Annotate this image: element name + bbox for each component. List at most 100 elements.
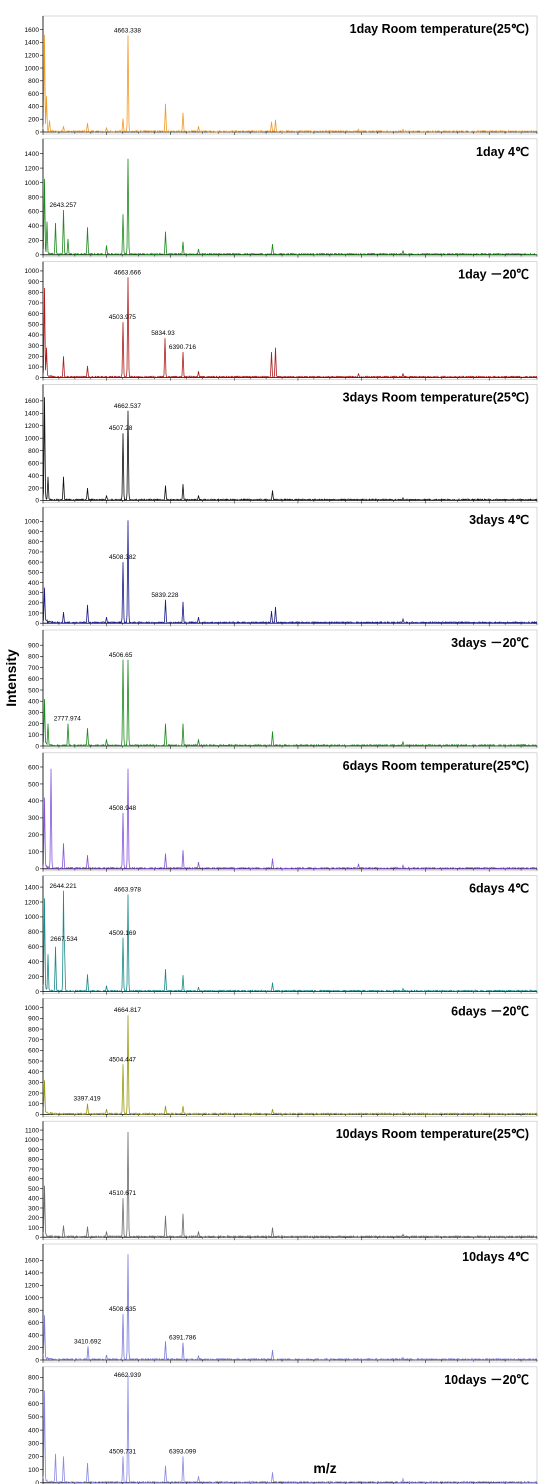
peak-label: 2643.257 bbox=[50, 202, 77, 209]
y-tick-label: 800 bbox=[28, 1026, 39, 1033]
y-tick-label: 1200 bbox=[25, 899, 40, 906]
y-tick-label: 700 bbox=[28, 300, 39, 307]
y-tick-label: 1000 bbox=[25, 914, 40, 921]
y-tick-label: 1600 bbox=[25, 27, 40, 34]
y-tick-label: 200 bbox=[28, 1215, 39, 1222]
spectrum-panel: 0 200 400 600 800 1000 1200 1400 1600 10days 4℃ 45… bbox=[25, 1243, 538, 1364]
peak-label: 2644.221 bbox=[50, 883, 77, 890]
y-tick-label: 600 bbox=[28, 764, 39, 771]
y-tick-label: 1000 bbox=[25, 180, 40, 187]
y-tick-label: 800 bbox=[28, 448, 39, 455]
y-tick-label: 200 bbox=[28, 832, 39, 839]
peak-label: 4509.731 bbox=[109, 1448, 136, 1455]
y-tick-label: 400 bbox=[28, 1069, 39, 1076]
x-axis-label: m/z bbox=[313, 1460, 337, 1476]
peak-label: 2667.534 bbox=[50, 936, 77, 943]
y-tick-label: 700 bbox=[28, 665, 39, 672]
y-tick-label: 1200 bbox=[25, 165, 40, 172]
y-tick-label: 1400 bbox=[25, 884, 40, 891]
y-tick-label: 1000 bbox=[25, 1137, 40, 1144]
y-tick-label: 1100 bbox=[25, 1127, 39, 1134]
y-tick-label: 500 bbox=[28, 1414, 39, 1421]
y-tick-label: 0 bbox=[35, 1480, 39, 1484]
y-tick-label: 1000 bbox=[25, 519, 40, 526]
y-axis-label: Intensity bbox=[3, 649, 19, 707]
y-tick-label: 800 bbox=[28, 1375, 39, 1382]
y-tick-label: 1000 bbox=[25, 65, 40, 72]
y-tick-label: 400 bbox=[28, 473, 39, 480]
peak-label: 5834.93 bbox=[151, 330, 175, 337]
y-tick-label: 500 bbox=[28, 1186, 39, 1193]
spectrum-panel: 0 200 400 600 800 1000 1200 1400 6days 4℃ 2644.22… bbox=[25, 875, 538, 996]
y-tick-label: 500 bbox=[28, 570, 39, 577]
y-tick-label: 100 bbox=[28, 849, 39, 856]
y-tick-label: 200 bbox=[28, 1454, 39, 1461]
y-axis-label-container: Intensity bbox=[0, 649, 22, 707]
y-tick-label: 600 bbox=[28, 460, 39, 467]
peak-label: 4664.817 bbox=[114, 1007, 141, 1014]
peak-label: 4504.447 bbox=[109, 1056, 136, 1063]
y-tick-label: 0 bbox=[35, 743, 39, 750]
spectrum-trace bbox=[42, 520, 538, 625]
peak-label: 6390.716 bbox=[169, 344, 196, 351]
peak-label: 4508.382 bbox=[109, 554, 136, 561]
panel-title: 1day Room temperature(25℃) bbox=[350, 22, 529, 36]
y-tick-label: 400 bbox=[28, 1332, 39, 1339]
y-tick-label: 300 bbox=[28, 590, 39, 597]
y-tick-label: 600 bbox=[28, 1401, 39, 1408]
y-tick-label: 100 bbox=[28, 1225, 39, 1232]
y-tick-label: 1600 bbox=[25, 398, 40, 405]
spectrum-panel: 0 100 200 300 400 500 600 700 800 900 1000 3days 4℃… bbox=[25, 506, 538, 628]
y-tick-label: 200 bbox=[28, 721, 39, 728]
peak-label: 4663.338 bbox=[114, 27, 141, 34]
peak-label: 4663.978 bbox=[114, 887, 141, 894]
panel-frame bbox=[42, 138, 538, 258]
spectrum-panel: 0 200 400 600 800 1000 1200 1400 1day 4℃ 2643.257 bbox=[25, 138, 538, 259]
spectrum-panel: 0 100 200 300 400 500 600 700 800 900 3days －20℃ 45… bbox=[28, 629, 538, 750]
panel-title: 10days 4℃ bbox=[462, 1250, 529, 1264]
y-tick-label: 400 bbox=[28, 798, 39, 805]
y-tick-label: 200 bbox=[28, 485, 39, 492]
y-tick-label: 0 bbox=[35, 498, 39, 505]
y-tick-label: 700 bbox=[28, 1388, 39, 1395]
y-tick-label: 1200 bbox=[25, 53, 40, 60]
y-tick-label: 1600 bbox=[25, 1258, 40, 1265]
spectrum-trace bbox=[42, 277, 538, 379]
y-tick-label: 900 bbox=[28, 279, 39, 286]
y-tick-label: 0 bbox=[35, 1357, 39, 1364]
y-tick-label: 600 bbox=[28, 1176, 39, 1183]
y-tick-label: 300 bbox=[28, 815, 39, 822]
y-tick-label: 100 bbox=[28, 1467, 39, 1474]
y-tick-label: 500 bbox=[28, 781, 39, 788]
y-tick-label: 300 bbox=[28, 1080, 39, 1087]
y-tick-label: 1400 bbox=[25, 40, 40, 47]
y-tick-label: 0 bbox=[35, 375, 39, 382]
y-tick-label: 300 bbox=[28, 1205, 39, 1212]
y-tick-label: 800 bbox=[28, 929, 39, 936]
spectrum-trace bbox=[42, 158, 537, 256]
y-tick-label: 100 bbox=[28, 1101, 39, 1108]
y-tick-label: 1000 bbox=[25, 1005, 40, 1012]
spectrum-panel: 0 100 200 300 400 500 600 700 800 900 1000 1100 10da… bbox=[25, 1120, 538, 1242]
y-tick-label: 1200 bbox=[25, 1283, 40, 1290]
peak-label: 4662.939 bbox=[114, 1372, 141, 1379]
spectrum-panel: 0 200 400 600 800 1000 1200 1400 1600 3days Room … bbox=[25, 384, 538, 505]
y-tick-label: 0 bbox=[35, 621, 39, 628]
y-tick-label: 0 bbox=[35, 989, 39, 996]
peak-label: 2777.974 bbox=[54, 716, 81, 723]
panel-title: 6days 4℃ bbox=[469, 882, 529, 896]
peak-label: 6393.099 bbox=[169, 1448, 196, 1455]
spectrum-panel: 0 200 400 600 800 1000 1200 1400 1600 1day Room t… bbox=[25, 15, 538, 136]
panel-title: 10days Room temperature(25℃) bbox=[336, 1127, 529, 1141]
y-tick-label: 800 bbox=[28, 1308, 39, 1315]
y-tick-label: 600 bbox=[28, 1320, 39, 1327]
spectrum-trace bbox=[42, 890, 538, 993]
y-tick-label: 1000 bbox=[25, 1295, 40, 1302]
peak-label: 6391.786 bbox=[169, 1335, 196, 1342]
peak-label: 4508.948 bbox=[109, 805, 136, 812]
y-tick-label: 1400 bbox=[25, 151, 40, 158]
y-tick-label: 600 bbox=[28, 559, 39, 566]
y-tick-label: 800 bbox=[28, 1157, 39, 1164]
peak-label: 3410.692 bbox=[74, 1338, 101, 1345]
